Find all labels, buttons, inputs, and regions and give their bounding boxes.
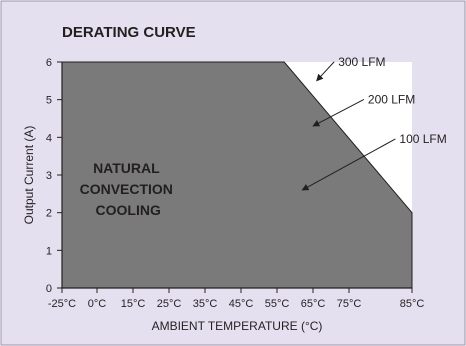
x-tick-label: -25°C xyxy=(48,298,76,310)
x-tick-label: 65°C xyxy=(301,298,326,310)
x-tick-label: 45°C xyxy=(229,298,254,310)
annotation-label-lfm100: 100 LFM xyxy=(399,132,446,146)
natural-convection-label: NATURAL CONVECTION COOLING xyxy=(80,160,177,218)
x-tick-label: 25°C xyxy=(157,298,182,310)
chart-title: DERATING CURVE xyxy=(62,24,196,41)
x-axis-title: AMBIENT TEMPERATURE (°C) xyxy=(152,319,323,333)
y-tick-label: 4 xyxy=(46,132,52,144)
x-tick-label: 75°C xyxy=(337,298,362,310)
x-tick-label: 35°C xyxy=(193,298,218,310)
y-tick-label: 2 xyxy=(46,208,52,220)
x-tick-label: 0°C xyxy=(88,298,107,310)
region-line-3: COOLING xyxy=(96,202,161,218)
region-line-1: NATURAL xyxy=(93,160,160,176)
annotation-arrow-lfm100 xyxy=(301,138,396,191)
y-tick-label: 5 xyxy=(46,95,52,107)
annotation-arrow-lfm300 xyxy=(316,61,335,82)
annotation-label-lfm200: 200 LFM xyxy=(368,92,415,106)
x-tick-label: 15°C xyxy=(121,298,146,310)
y-tick-label: 1 xyxy=(46,245,52,257)
annotation-arrow-lfm200 xyxy=(312,98,365,127)
y-axis-title: Output Current (A) xyxy=(22,126,36,225)
y-tick-label: 6 xyxy=(46,57,52,69)
y-tick-label: 0 xyxy=(46,283,52,295)
annotation-label-lfm300: 300 LFM xyxy=(338,55,385,69)
x-tick-label: 85°C xyxy=(400,298,425,310)
x-tick-label: 55°C xyxy=(265,298,290,310)
region-line-2: CONVECTION xyxy=(80,181,173,197)
y-tick-label: 3 xyxy=(46,170,52,182)
